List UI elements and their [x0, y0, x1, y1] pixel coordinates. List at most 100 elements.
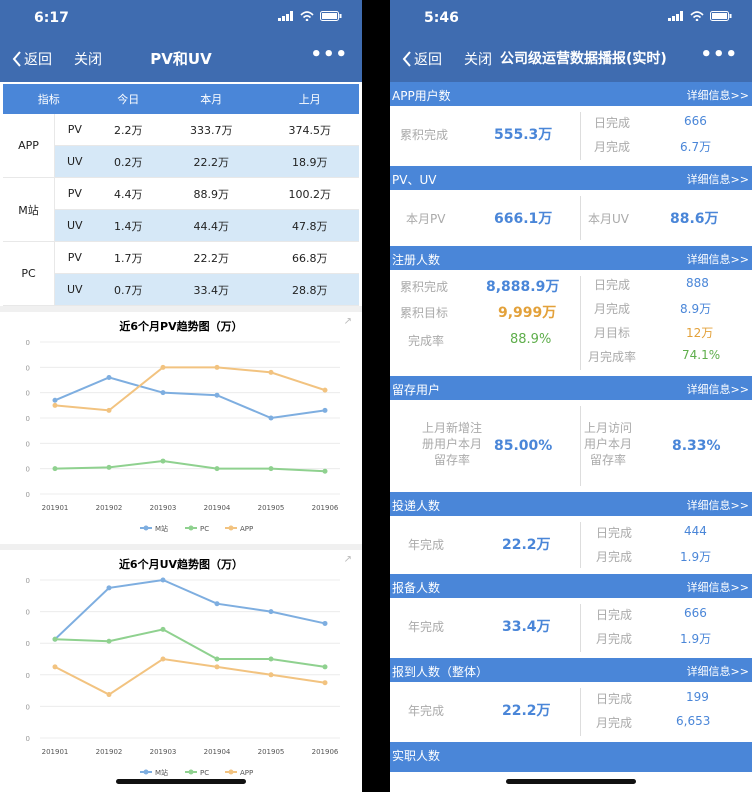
section-title: 留存用户: [392, 383, 441, 397]
status-time: 5:46: [424, 10, 459, 26]
x-tick-label: 201906: [312, 504, 339, 512]
home-indicator: [506, 779, 636, 784]
y-tick-label: 0: [26, 440, 30, 448]
close-button[interactable]: 关闭: [464, 52, 492, 68]
data-point: [322, 407, 328, 413]
value-cell: 22.2万: [162, 145, 261, 178]
value: 666: [684, 606, 707, 620]
chevron-left-icon: [12, 51, 21, 67]
detail-link[interactable]: 详细信息>>: [686, 173, 749, 186]
section-prepare: 年完成 33.4万 日完成 666 月完成 1.9万: [390, 598, 752, 658]
legend-label: PC: [200, 525, 209, 533]
y-tick-label: 0: [26, 735, 30, 743]
label: 月完成: [596, 716, 633, 730]
y-tick-label: 0: [26, 640, 30, 648]
battery-icon: [320, 11, 342, 21]
detail-link[interactable]: 详细信息>>: [686, 383, 749, 396]
x-tick-label: 201902: [96, 504, 123, 512]
data-point: [160, 577, 166, 583]
label: 本月PV: [406, 212, 446, 226]
label: 月完成: [596, 550, 633, 564]
value-cell: 1.4万: [94, 209, 163, 242]
x-tick-label: 201901: [42, 504, 69, 512]
y-tick-label: 0: [26, 390, 30, 398]
y-tick-label: 0: [26, 364, 30, 372]
series-line-APP: [54, 657, 326, 696]
table-row: UV 1.4万 44.4万 47.8万: [3, 209, 359, 242]
data-point: [268, 609, 274, 615]
label: 上月访问 用户本月 留存率: [584, 421, 633, 467]
series-line-APP: [54, 366, 326, 412]
x-tick-label: 201902: [96, 748, 123, 756]
section-header-pvuv: PV、UV 详细信息>>: [390, 166, 752, 190]
pv-trend-svg: 0 0 0 0 0 0 0 201901 201902 201903 201904 201905 201…: [26, 339, 340, 533]
data-point: [322, 468, 328, 474]
header-today: 今日: [94, 84, 163, 114]
wifi-icon: [300, 11, 314, 21]
x-tick-label: 201906: [312, 748, 339, 756]
value-cell: 28.8万: [260, 273, 359, 306]
value-cell: 0.2万: [94, 145, 163, 178]
value: 888: [686, 276, 709, 290]
y-tick-label: 0: [26, 339, 30, 347]
data-point: [52, 664, 58, 670]
section-arrive: 年完成 22.2万 日完成 199 月完成 6,653: [390, 682, 752, 742]
back-button[interactable]: 返回: [402, 49, 442, 69]
data-point: [268, 369, 274, 375]
detail-link[interactable]: 详细信息>>: [686, 665, 749, 678]
value: 22.2万: [502, 703, 551, 719]
label: 月完成率: [588, 350, 637, 364]
label: 年完成: [408, 538, 445, 552]
label: 日完成: [596, 692, 633, 706]
value: 6.7万: [680, 140, 712, 154]
label: 累积完成: [400, 128, 449, 142]
divider: [580, 112, 581, 160]
x-tick-label: 201903: [150, 748, 177, 756]
x-tick-label: 201904: [204, 748, 231, 756]
detail-link[interactable]: 详细信息>>: [686, 89, 749, 102]
more-menu-button[interactable]: •••: [700, 44, 738, 65]
section-header-register: 注册人数 详细信息>>: [390, 246, 752, 270]
label: 日完成: [596, 608, 633, 622]
data-point: [52, 466, 58, 472]
detail-link[interactable]: 详细信息>>: [686, 253, 749, 266]
value: 8.33%: [672, 438, 721, 454]
back-button[interactable]: 返回: [12, 49, 52, 69]
status-icons: [278, 11, 342, 21]
value-cell: 47.8万: [260, 209, 359, 242]
series-line-M站: [54, 578, 326, 640]
data-point: [52, 402, 58, 408]
battery-icon: [710, 11, 732, 21]
data-point: [160, 626, 166, 632]
expand-icon[interactable]: ↗: [343, 316, 352, 327]
section-header-app-users: APP用户数 详细信息>>: [390, 82, 752, 106]
section-header-submit: 投递人数 详细信息>>: [390, 492, 752, 516]
data-point: [106, 638, 112, 644]
value-cell: 22.2万: [162, 241, 261, 274]
legend-label: APP: [240, 769, 253, 777]
table-row: UV 0.2万 22.2万 18.9万: [3, 145, 359, 178]
value: 22.2万: [502, 537, 551, 553]
legend-label: M站: [155, 768, 168, 777]
detail-link[interactable]: 详细信息>>: [686, 499, 749, 512]
legend-label: APP: [240, 525, 253, 533]
section-title: 报到人数（整体）: [392, 665, 489, 679]
status-icons: [668, 11, 732, 21]
expand-icon[interactable]: ↗: [343, 554, 352, 565]
series-line-PC: [54, 628, 326, 668]
value: 9,999万: [498, 305, 557, 321]
chart-title: 近6个月PV趋势图（万）: [119, 320, 243, 333]
divider: [580, 406, 581, 486]
label: 累积完成: [400, 280, 449, 294]
x-tick-label: 201901: [42, 748, 69, 756]
uv-trend-svg: 0 0 0 0 0 0 201901 201902 201903 201904 201905 2019…: [26, 577, 340, 777]
close-button[interactable]: 关闭: [74, 52, 102, 68]
label: 月目标: [594, 326, 631, 340]
detail-link[interactable]: 详细信息>>: [686, 581, 749, 594]
label: 本月UV: [588, 212, 629, 226]
data-point: [268, 415, 274, 421]
more-menu-button[interactable]: •••: [310, 44, 348, 65]
section-retain: 上月新增注 册用户本月 留存率 85.00% 上月访问 用户本月 留存率 8.3…: [390, 400, 752, 492]
section-title: APP用户数: [392, 89, 451, 103]
section-title: 注册人数: [392, 253, 441, 267]
